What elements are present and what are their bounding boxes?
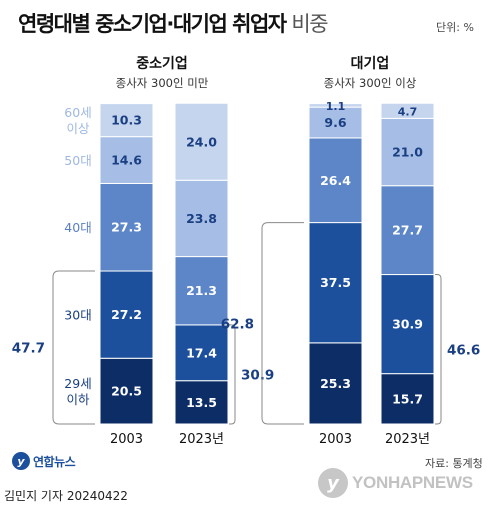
- age-group-label: 29세: [64, 376, 91, 391]
- data-label: 10.3: [111, 113, 142, 128]
- logo-left-text: 연합뉴스: [33, 454, 76, 469]
- data-label: 25.3: [320, 376, 351, 391]
- bar-segment: [99, 270, 154, 359]
- bar-segment: [174, 380, 229, 425]
- bar-segment: [174, 324, 229, 382]
- data-label: 15.7: [392, 391, 423, 406]
- category-label: 2023년: [179, 432, 224, 447]
- bracket-total-label: 46.6: [447, 342, 480, 358]
- bar-segment: [380, 102, 435, 119]
- yonhap-watermark: y YONHAPNEWS: [318, 468, 473, 498]
- bracket-line: [229, 324, 236, 425]
- title-suffix: 비중: [291, 12, 328, 36]
- bracket-total-label: 30.9: [241, 367, 274, 383]
- age-group-label: 50대: [64, 153, 91, 168]
- bracket-total-label: 47.7: [12, 341, 45, 357]
- chart-title: 연령대별 중소기업·대기업 취업자 비중: [18, 8, 329, 38]
- panel-subtitle: 종사자 300인 미만: [116, 76, 209, 90]
- bar-segment: [308, 106, 363, 139]
- bar-segment: [308, 137, 363, 224]
- panel-title: 대기업: [351, 56, 390, 72]
- bar-segment: [174, 256, 229, 326]
- data-label: 27.2: [111, 307, 142, 322]
- data-label: 20.5: [111, 384, 142, 399]
- title-main: 연령대별 중소기업·대기업 취업자: [18, 12, 287, 36]
- category-label: 2003: [319, 432, 352, 447]
- data-label: 1.1: [326, 100, 346, 113]
- bar-segment: [99, 357, 154, 425]
- yonhap-logo-icon: y: [318, 468, 348, 498]
- bar-segment: [380, 373, 435, 425]
- data-label: 30.9: [392, 317, 423, 332]
- panel-subtitle: 종사자 300인 이상: [324, 76, 417, 90]
- bar-segment: [308, 342, 363, 425]
- yonhap-logo: y 연합뉴스: [12, 452, 76, 470]
- age-group-label: 60세: [64, 105, 91, 120]
- data-label: 14.6: [111, 153, 142, 168]
- bracket-line: [261, 222, 304, 425]
- category-label: 2023년: [385, 432, 430, 447]
- bracket-total-label: 62.8: [221, 316, 254, 332]
- data-label: 4.7: [398, 105, 418, 118]
- category-label: 2003: [110, 432, 143, 447]
- age-group-label: 30대: [64, 308, 91, 323]
- age-group-label: 이상: [66, 121, 90, 136]
- yonhap-logo-icon: y: [12, 452, 30, 470]
- data-label: 17.4: [186, 345, 217, 360]
- bar-segment: [380, 117, 435, 187]
- unit-label: 단위: %: [436, 21, 474, 34]
- bar-segment: [174, 102, 229, 181]
- data-label: 37.5: [320, 275, 351, 290]
- data-label: 21.0: [392, 145, 423, 160]
- panel-title: 중소기업: [136, 56, 188, 72]
- bar-segment: [174, 179, 229, 258]
- data-label: 24.0: [186, 134, 217, 149]
- bracket-line: [52, 270, 95, 425]
- age-group-label: 이하: [66, 392, 90, 407]
- data-label: 23.8: [186, 211, 217, 226]
- bar-segment: [308, 103, 363, 108]
- bar-segment: [380, 274, 435, 375]
- bracket-line: [435, 274, 442, 425]
- logo-right-text: YONHAPNEWS: [352, 473, 473, 492]
- data-label: 26.4: [320, 173, 351, 188]
- data-label: 9.6: [324, 115, 346, 130]
- byline: 김민지 기자 20240422: [4, 489, 128, 503]
- bar-segment: [99, 103, 154, 138]
- data-label: 27.3: [111, 220, 142, 235]
- data-label: 27.7: [392, 223, 423, 238]
- data-label: 13.5: [186, 395, 217, 410]
- data-label: 21.3: [186, 283, 217, 298]
- age-group-label: 40대: [64, 220, 91, 235]
- source-label: 자료: 통계청: [425, 457, 483, 470]
